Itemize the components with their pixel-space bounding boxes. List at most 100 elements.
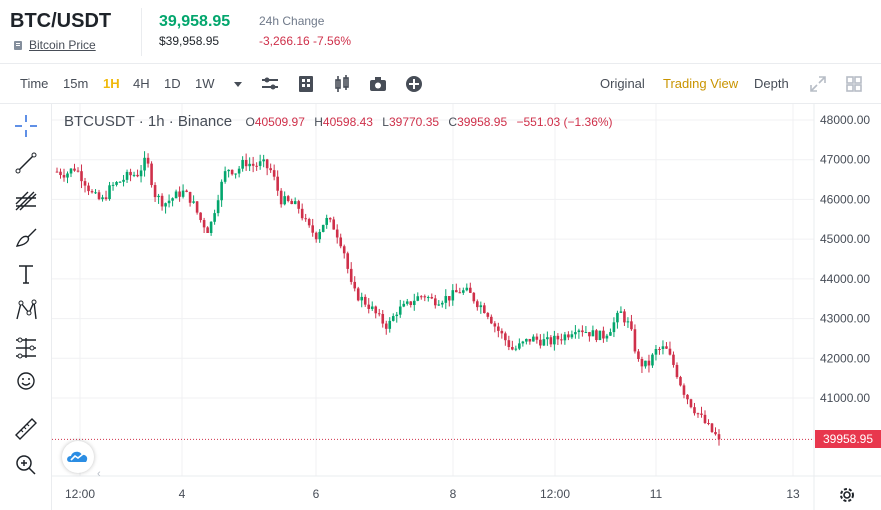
candle-body: [556, 335, 560, 340]
timeframe-1d[interactable]: 1D: [164, 76, 181, 91]
candle-body: [391, 316, 395, 321]
dropdown-caret-icon[interactable]: [228, 74, 248, 94]
timeframe-1w[interactable]: 1W: [195, 76, 215, 91]
candle-body: [682, 385, 686, 395]
candle-body: [402, 303, 406, 307]
candle-body: [293, 201, 297, 205]
candle-body: [665, 346, 668, 349]
layout-grid-icon[interactable]: [844, 74, 864, 94]
candle-body: [458, 292, 462, 294]
timeframe-4h[interactable]: 4H: [133, 76, 150, 91]
ruler-icon[interactable]: [12, 415, 40, 443]
tradingview-logo-badge[interactable]: [62, 441, 94, 473]
text-icon[interactable]: [12, 260, 40, 288]
candle-body: [679, 377, 682, 386]
candle-body: [353, 281, 357, 289]
emoji-icon[interactable]: [12, 367, 40, 395]
fullscreen-icon[interactable]: [808, 74, 828, 94]
y-tick-label: 48000.00: [820, 113, 870, 127]
candle-body: [195, 201, 199, 213]
candle-body: [437, 304, 441, 306]
brush-icon[interactable]: [12, 223, 40, 251]
gear-icon[interactable]: [836, 484, 858, 506]
legend-high-key: H: [314, 115, 323, 129]
candle-body: [388, 320, 392, 329]
candle-body: [146, 157, 150, 164]
timeframe-1h[interactable]: 1H: [103, 76, 120, 91]
candle-body: [178, 191, 181, 197]
candle-type-icon[interactable]: [332, 74, 352, 94]
candle-body: [447, 296, 451, 301]
candle-body: [595, 330, 598, 341]
candle-body: [339, 237, 343, 247]
candle-body: [546, 337, 549, 340]
candle-body: [290, 200, 293, 205]
candle-body: [647, 360, 651, 366]
candle-body: [160, 195, 164, 207]
candle-body: [451, 290, 455, 301]
candle-body: [423, 296, 427, 298]
candle-body: [710, 423, 714, 433]
timeframe-time[interactable]: Time: [20, 76, 49, 91]
candle-body: [139, 170, 143, 177]
change-value: -3,266.16 -7.56%: [259, 34, 352, 48]
candle-body: [349, 268, 353, 282]
candle-body: [335, 229, 339, 238]
bitcoin-price-link[interactable]: Bitcoin Price: [29, 38, 96, 52]
candle-body: [714, 432, 717, 435]
candle-body: [304, 218, 307, 220]
candle-body: [73, 168, 76, 171]
legend-close-key: C: [448, 115, 458, 129]
candle-body: [346, 253, 350, 269]
view-trading-view[interactable]: Trading View: [663, 76, 739, 91]
candle-body: [321, 224, 325, 232]
candle-body: [220, 181, 223, 201]
candle-body: [237, 168, 241, 174]
candle-body: [672, 354, 675, 365]
candle-body: [377, 313, 381, 315]
candle-body: [507, 340, 511, 348]
candle-body: [108, 185, 111, 200]
candle-body: [567, 334, 570, 338]
collapse-toolbar-icon[interactable]: ‹: [97, 468, 101, 480]
symbol-subtitle: Bitcoin Price: [13, 38, 96, 52]
y-tick-label: 42000.00: [820, 351, 870, 365]
candle-body: [202, 220, 206, 228]
candle-body: [171, 198, 174, 201]
candlestick-chart[interactable]: 48000.00 47000.00 46000.00 45000.00 44000.00…: [52, 104, 881, 510]
candle-body: [374, 306, 378, 314]
legend-low: 39770.35: [388, 115, 440, 129]
candle-body: [206, 227, 209, 233]
legend-open-key: O: [245, 115, 255, 129]
candle-body: [525, 338, 528, 342]
candle-body: [398, 306, 402, 315]
measure-lines-icon[interactable]: [12, 334, 40, 362]
candles: [52, 151, 814, 446]
indicator-settings-icon[interactable]: [260, 74, 280, 94]
fib-tool-icon[interactable]: [12, 186, 40, 214]
x-tick-label: 11: [650, 487, 663, 501]
candle-body: [581, 330, 584, 333]
candle-body: [199, 212, 202, 221]
crosshair-icon[interactable]: [12, 112, 40, 140]
candle-body: [255, 165, 258, 167]
candle-body: [563, 334, 567, 341]
view-original[interactable]: Original: [600, 76, 645, 91]
candle-body: [188, 191, 192, 203]
trend-line-icon[interactable]: [12, 149, 40, 177]
candle-body: [181, 190, 185, 197]
candle-body: [514, 348, 518, 350]
candle-body: [483, 305, 486, 314]
studies-icon[interactable]: [296, 74, 316, 94]
view-depth[interactable]: Depth: [754, 76, 789, 91]
pattern-icon[interactable]: [12, 297, 40, 325]
candle-body: [497, 326, 500, 331]
camera-icon[interactable]: [368, 74, 388, 94]
candle-body: [307, 219, 311, 226]
zoom-in-icon[interactable]: [12, 451, 40, 479]
timeframe-15m[interactable]: 15m: [63, 76, 89, 91]
candle-body: [479, 305, 483, 308]
candle-body: [574, 332, 577, 335]
chart-area[interactable]: 48000.00 47000.00 46000.00 45000.00 44000.00…: [52, 104, 881, 510]
add-icon[interactable]: [404, 74, 424, 94]
